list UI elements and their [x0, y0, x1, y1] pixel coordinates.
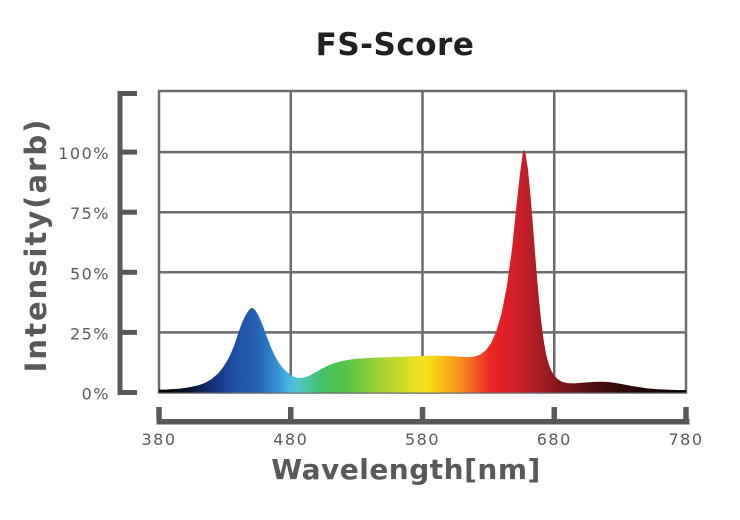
x-tick-label-380: 380 [141, 430, 176, 449]
x-axis-title: Wavelength[nm] [271, 453, 541, 486]
y-tick-label-100: 100% [58, 144, 110, 163]
y-tick-label-25: 25% [70, 324, 110, 343]
x-tick-label-580: 580 [405, 430, 440, 449]
y-tick-label-50: 50% [70, 264, 110, 283]
x-axis-bar [156, 407, 690, 425]
grid-lines [157, 89, 688, 394]
y-tick-label-0: 0% [82, 385, 110, 404]
x-tick-label-480: 480 [273, 430, 308, 449]
y-tick-labels: 0% 25% 50% 75% 100% [58, 144, 110, 404]
x-tick-label-780: 780 [668, 430, 703, 449]
chart-title: FS-Score [315, 27, 475, 63]
y-tick-label-75: 75% [70, 204, 110, 223]
x-tick-label-680: 680 [537, 430, 572, 449]
y-axis-bar [117, 91, 137, 395]
x-tick-labels: 380 480 580 680 780 [141, 430, 703, 449]
